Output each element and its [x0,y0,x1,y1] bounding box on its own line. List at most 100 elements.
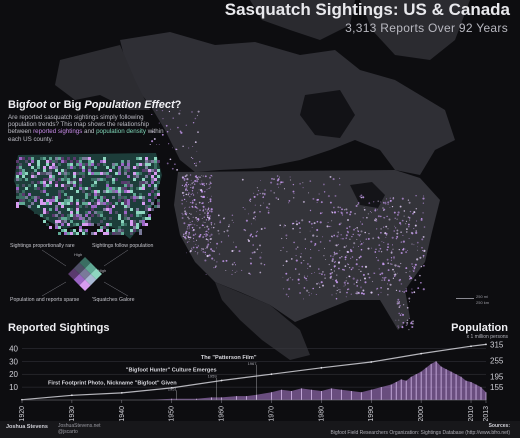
inset-county-cell [130,196,133,199]
sighting-dot [357,202,360,204]
sighting-dot [282,181,284,183]
sighting-dot [326,225,329,228]
sighting-dot [391,205,394,208]
inset-county-cell [58,196,61,199]
inset-county-cell [106,196,109,199]
sighting-dot [314,244,316,247]
inset-county-cell [88,223,91,226]
sighting-dot [365,238,367,240]
inset-county-cell [100,196,103,199]
inset-county-cell [49,157,52,160]
sighting-dot [205,274,207,276]
sighting-dot [194,179,197,183]
sighting-dot [350,268,353,271]
inset-county-cell [22,184,25,187]
sighting-dot [166,131,169,133]
sighting-dot [289,277,291,279]
sighting-dot [211,175,213,177]
sighting-dot [393,264,395,266]
sighting-dot [190,213,192,215]
inset-county-cell [64,175,67,178]
sighting-dot [255,231,257,233]
sighting-dot [202,182,205,185]
sighting-dot [191,247,193,249]
inset-county-cell [121,196,124,199]
sighting-dot [189,196,191,198]
inset-county-cell [70,166,73,169]
sighting-dot [234,264,237,266]
inset-county-cell [55,214,58,217]
inset-county-cell [64,220,67,223]
sighting-dot [196,219,198,221]
sighting-dot [379,273,382,276]
sighting-dot [168,143,170,145]
annotation-year: 1959 [208,374,218,379]
sources-label: Sources: [488,423,510,429]
sighting-dot [296,223,298,226]
inset-county-cell [82,223,85,226]
inset-county-cell [109,169,112,172]
inset-county-cell [34,211,37,214]
sighting-dot [206,225,209,228]
population-point [470,345,472,348]
sighting-dot [408,297,411,300]
sighting-dot [338,233,340,235]
inset-county-cell [82,202,85,205]
author-twitter-link[interactable]: @jscarto [58,429,78,435]
sighting-dot [151,113,153,116]
inset-county-cell [148,172,151,175]
inset-county-cell [85,163,88,166]
inset-county-cell [82,187,85,190]
sighting-dot [233,262,236,264]
heading-italic-2: Population Effect [84,99,175,111]
inset-county-cell [124,196,127,199]
inset-county-cell [136,172,139,175]
sighting-dot [181,199,183,201]
sighting-dot [381,272,384,275]
inset-county-cell [19,196,22,199]
inset-county-cell [67,208,70,211]
inset-county-cell [154,157,157,160]
sighting-dot [232,222,234,224]
inset-county-cell [28,178,31,181]
sighting-dot [358,246,359,247]
inset-county-cell [67,199,70,202]
inset-county-cell [142,181,145,184]
inset-county-cell [52,166,55,169]
sighting-dot [374,251,377,253]
sighting-dot [270,181,273,184]
inset-county-cell [37,202,40,205]
sighting-dot [396,303,398,305]
inset-county-cell [34,184,37,187]
sighting-dot [189,221,191,223]
sighting-dot [363,207,365,209]
inset-county-cell [25,178,28,181]
sighting-dot [299,231,301,233]
inset-county-cell [133,175,136,178]
inset-county-cell [124,181,127,184]
inset-county-cell [22,193,25,196]
sighting-dot [261,192,264,195]
scale-km: 250 km [476,300,490,305]
sighting-dot [385,236,387,238]
sighting-dot [422,254,425,257]
sighting-dot [209,237,213,240]
sighting-dot [412,320,414,323]
sighting-dot [400,251,403,255]
inset-county-cell [61,172,64,175]
y-right-tick-label: 155 [490,383,504,392]
inset-county-cell [106,187,109,190]
sighting-dot [188,240,190,242]
author-website-link[interactable]: JoshuaStevens.net [58,423,101,429]
sighting-dot [407,223,410,226]
sighting-dot [185,188,187,191]
sighting-dot [338,289,340,291]
sighting-dot [416,258,419,261]
inset-county-cell [19,163,22,166]
sighting-dot [312,197,315,200]
sighting-dot [209,198,212,201]
inset-county-cell [127,175,130,178]
sighting-dot [386,258,389,261]
sighting-dot [295,255,297,257]
inset-county-cell [118,214,121,217]
